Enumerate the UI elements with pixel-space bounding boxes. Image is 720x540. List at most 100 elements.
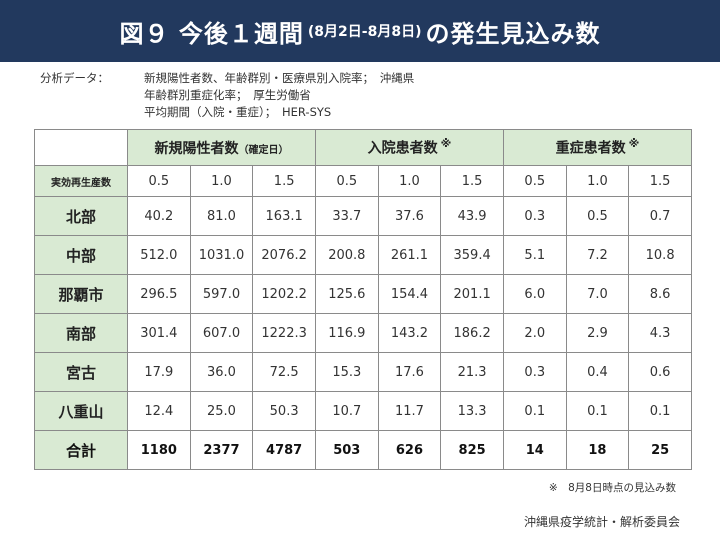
- table-cell: 25: [628, 430, 692, 470]
- table-cell: 0.4: [565, 352, 630, 392]
- table-cell: 1202.2: [252, 274, 316, 314]
- region-label: 宮古: [34, 352, 128, 392]
- table-cell: 2.9: [565, 313, 630, 353]
- group-header-hospitalized: 入院患者数 ※: [314, 129, 504, 166]
- rt-value: 1.5: [252, 165, 316, 197]
- rt-label: 実効再生産数: [34, 165, 128, 197]
- table-cell: 359.4: [440, 235, 504, 275]
- table-cell: 4.3: [628, 313, 692, 353]
- table-cell: 186.2: [440, 313, 504, 353]
- title-suffix: の発生見込み数: [425, 19, 601, 48]
- source-line: 平均期間（入院・重症）； HER-SYS: [40, 104, 414, 121]
- table-cell: 143.2: [377, 313, 442, 353]
- group-header-row: 新規陽性者数（確定日） 入院患者数 ※ 重症患者数 ※: [34, 129, 693, 166]
- table-cell: 12.4: [127, 391, 191, 431]
- region-label: 八重山: [34, 391, 128, 431]
- organization-credit: 沖縄県疫学統計・解析委員会: [523, 515, 680, 529]
- data-source-notes: 分析データ： 新規陽性者数、年齢群別・医療県別入院率； 沖縄県 年齢群別重症化率…: [40, 70, 414, 121]
- table-cell: 597.0: [189, 274, 254, 314]
- rt-value: 1.0: [565, 165, 630, 197]
- table-cell: 626: [377, 430, 442, 470]
- table-cell: 7.0: [565, 274, 630, 314]
- table-cell: 1031.0: [189, 235, 254, 275]
- source-line: 年齢群別重症化率； 厚生労働省: [40, 87, 414, 104]
- group-note-mark: ※: [628, 137, 640, 151]
- table-cell: 1180: [127, 430, 191, 470]
- group-header-new-positive: 新規陽性者数（確定日）: [127, 129, 316, 166]
- group-label: 重症患者数: [555, 140, 626, 157]
- source-text: 年齢群別重症化率； 厚生労働省: [144, 88, 311, 102]
- table-row: 南部 301.4 607.0 1222.3 116.9 143.2 186.2 2.0 2.9 4…: [34, 313, 692, 353]
- table-cell: 0.7: [628, 196, 692, 236]
- table-cell: 0.1: [628, 391, 692, 431]
- rt-value: 1.0: [189, 165, 254, 197]
- table-cell: 37.6: [377, 196, 442, 236]
- rt-value: 1.0: [377, 165, 442, 197]
- table-row: 宮古 17.9 36.0 72.5 15.3 17.6 21.3 0.3 0.4 0.6: [34, 352, 692, 392]
- table-cell: 512.0: [127, 235, 191, 275]
- source-label: [40, 87, 144, 104]
- table-cell: 14: [502, 430, 567, 470]
- table-cell: 0.1: [565, 391, 630, 431]
- rt-value: 0.5: [502, 165, 567, 197]
- table-cell: 7.2: [565, 235, 630, 275]
- table-cell: 0.3: [502, 196, 567, 236]
- table-cell: 0.6: [628, 352, 692, 392]
- table-cell: 40.2: [127, 196, 191, 236]
- table-cell: 163.1: [252, 196, 316, 236]
- rt-header-row: 実効再生産数 0.5 1.0 1.5 0.5 1.0 1.5 0.5 1.0 1…: [34, 165, 692, 197]
- group-label-qualifier: （確定日）: [238, 144, 289, 156]
- table-cell: 825: [440, 430, 504, 470]
- table-cell: 36.0: [189, 352, 254, 392]
- table-cell: 81.0: [189, 196, 254, 236]
- table-cell: 0.3: [502, 352, 567, 392]
- table-cell: 17.6: [377, 352, 442, 392]
- table-cell: 6.0: [502, 274, 567, 314]
- table-row: 中部 512.0 1031.0 2076.2 200.8 261.1 359.4 5.1 7.2…: [34, 235, 692, 275]
- table-cell: 21.3: [440, 352, 504, 392]
- table-cell: 11.7: [377, 391, 442, 431]
- group-header-severe: 重症患者数 ※: [502, 129, 693, 166]
- rt-value: 1.5: [628, 165, 692, 197]
- title-date-range: (8月2日-8月8日): [307, 24, 422, 40]
- table-row: 北部 40.2 81.0 163.1 33.7 37.6 43.9 0.3 0.5 0.7: [34, 196, 692, 236]
- source-line: 分析データ： 新規陽性者数、年齢群別・医療県別入院率； 沖縄県: [40, 70, 414, 87]
- region-label: 北部: [34, 196, 128, 236]
- footnote: ※ 8月8日時点の見込み数: [548, 482, 676, 494]
- corner-cell: [34, 129, 128, 166]
- table-cell: 15.3: [314, 352, 379, 392]
- group-note-mark: ※: [440, 137, 452, 151]
- table-cell: 17.9: [127, 352, 191, 392]
- total-row: 合計 1180 2377 4787 503 626 825 14 18 25: [34, 430, 692, 470]
- table-cell: 154.4: [377, 274, 442, 314]
- table-cell: 261.1: [377, 235, 442, 275]
- table-cell: 4787: [252, 430, 316, 470]
- source-text: 新規陽性者数、年齢群別・医療県別入院率； 沖縄県: [144, 71, 415, 85]
- table-cell: 2076.2: [252, 235, 316, 275]
- region-label: 那覇市: [34, 274, 128, 314]
- table-cell: 8.6: [628, 274, 692, 314]
- table-cell: 116.9: [314, 313, 379, 353]
- table-cell: 1222.3: [252, 313, 316, 353]
- table-cell: 25.0: [189, 391, 254, 431]
- source-text: 平均期間（入院・重症）； HER-SYS: [144, 105, 332, 119]
- region-label: 合計: [34, 430, 128, 470]
- title-prefix: 図９ 今後１週間: [119, 19, 304, 48]
- table-cell: 72.5: [252, 352, 316, 392]
- table-cell: 2377: [189, 430, 254, 470]
- table-cell: 13.3: [440, 391, 504, 431]
- title-bar: 図９ 今後１週間 (8月2日-8月8日) の発生見込み数: [0, 0, 720, 62]
- table-cell: 301.4: [127, 313, 191, 353]
- rt-value: 1.5: [440, 165, 504, 197]
- region-label: 南部: [34, 313, 128, 353]
- table-cell: 10.7: [314, 391, 379, 431]
- group-label: 新規陽性者数: [154, 140, 239, 157]
- table-cell: 33.7: [314, 196, 379, 236]
- table-cell: 503: [314, 430, 379, 470]
- table-cell: 2.0: [502, 313, 567, 353]
- table-cell: 18: [565, 430, 630, 470]
- region-label: 中部: [34, 235, 128, 275]
- rt-value: 0.5: [314, 165, 379, 197]
- rt-value: 0.5: [127, 165, 191, 197]
- table-cell: 607.0: [189, 313, 254, 353]
